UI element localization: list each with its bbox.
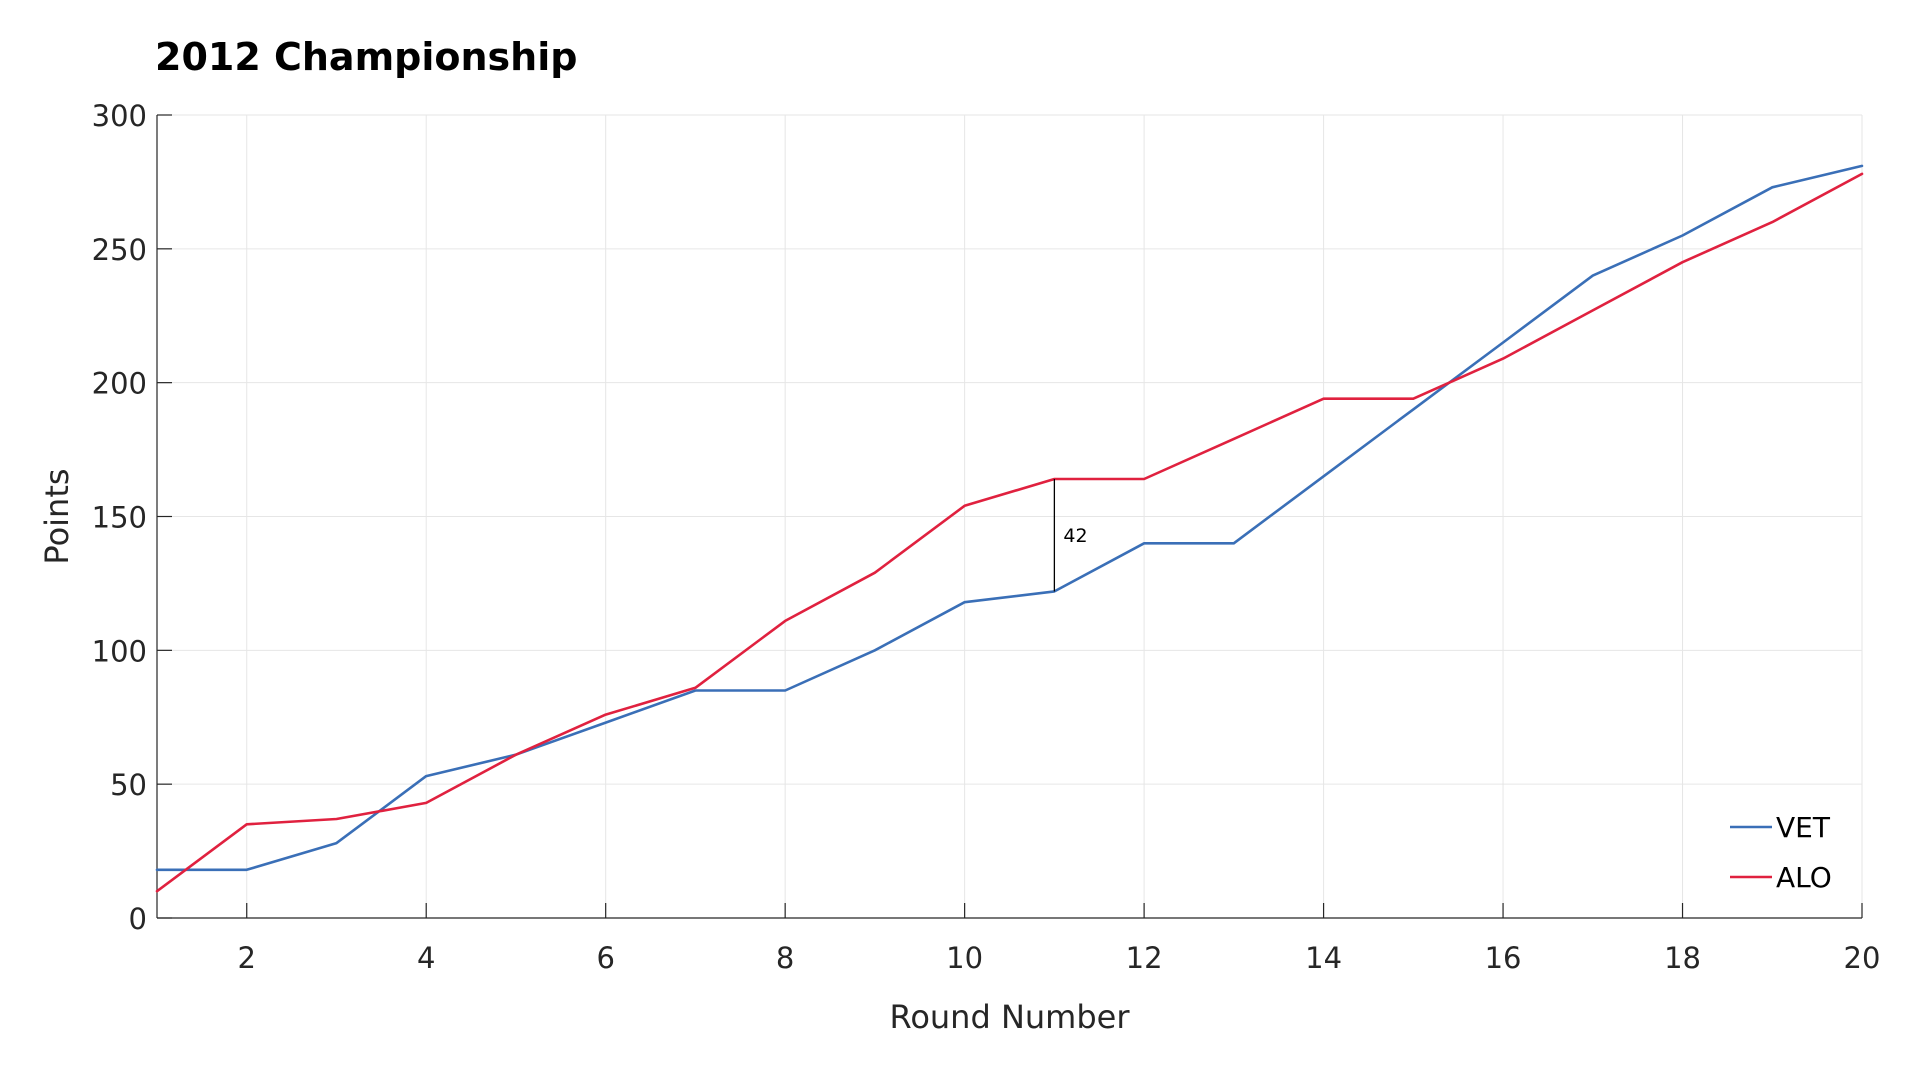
x-tick-label: 6 xyxy=(596,941,614,975)
x-axis-label: Round Number xyxy=(890,998,1131,1036)
grid xyxy=(157,114,1863,919)
legend-label-alo: ALO xyxy=(1776,861,1832,894)
legend: VET ALO xyxy=(1730,811,1832,894)
gap-annotation: 42 xyxy=(1053,479,1088,592)
y-tick-label: 300 xyxy=(92,99,147,133)
series-lines xyxy=(155,164,1864,893)
x-tick-label: 18 xyxy=(1664,941,1701,975)
x-tick-label: 4 xyxy=(417,941,435,975)
y-tick-label: 250 xyxy=(92,233,147,267)
x-tick-label: 8 xyxy=(776,941,794,975)
y-tick-label: 0 xyxy=(129,902,147,936)
x-tick-label: 14 xyxy=(1305,941,1342,975)
x-tick-label: 20 xyxy=(1844,941,1881,975)
y-tick-label: 150 xyxy=(92,501,147,535)
x-tick-label: 12 xyxy=(1126,941,1163,975)
series-line-vet xyxy=(155,164,1864,872)
y-tick-label: 200 xyxy=(92,367,147,401)
gap-annotation-label: 42 xyxy=(1063,525,1087,547)
y-tick-label: 50 xyxy=(110,768,147,802)
series-line-alo xyxy=(155,172,1864,893)
y-axis-label: Points xyxy=(38,468,76,564)
chart-title: 2012 Championship xyxy=(155,35,577,79)
legend-label-vet: VET xyxy=(1776,811,1831,844)
x-tick-label: 2 xyxy=(238,941,256,975)
x-tick-label: 10 xyxy=(946,941,983,975)
x-tick-label: 16 xyxy=(1485,941,1522,975)
y-tick-label: 100 xyxy=(92,634,147,668)
